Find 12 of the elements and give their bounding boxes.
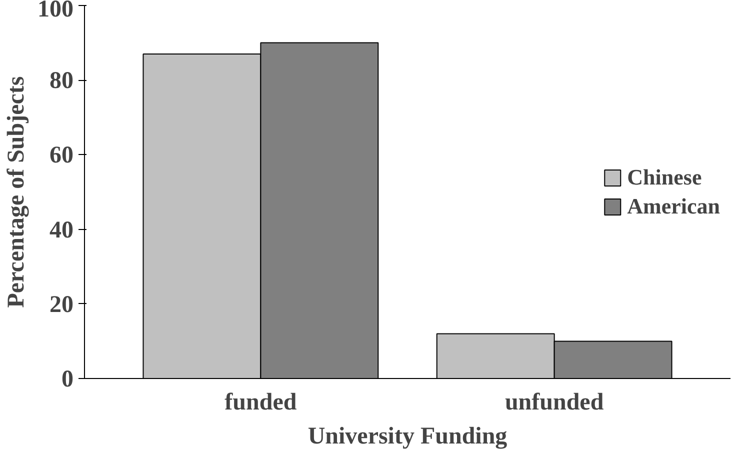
y-tick-label: 20 — [50, 292, 74, 318]
y-axis-title: Percentage of Subjects — [4, 76, 30, 308]
y-tick-label: 100 — [38, 0, 74, 22]
x-axis-title: University Funding — [308, 424, 508, 450]
legend-label: Chinese — [627, 164, 702, 190]
y-tick-label: 80 — [50, 68, 74, 94]
y-tick-label: 40 — [50, 217, 74, 244]
legend-label: American — [627, 193, 720, 219]
x-tick-label: funded — [224, 390, 298, 416]
y-tick-label: 60 — [50, 142, 74, 169]
x-tick-label: unfunded — [504, 390, 604, 416]
y-tick-label: 0 — [62, 366, 74, 392]
